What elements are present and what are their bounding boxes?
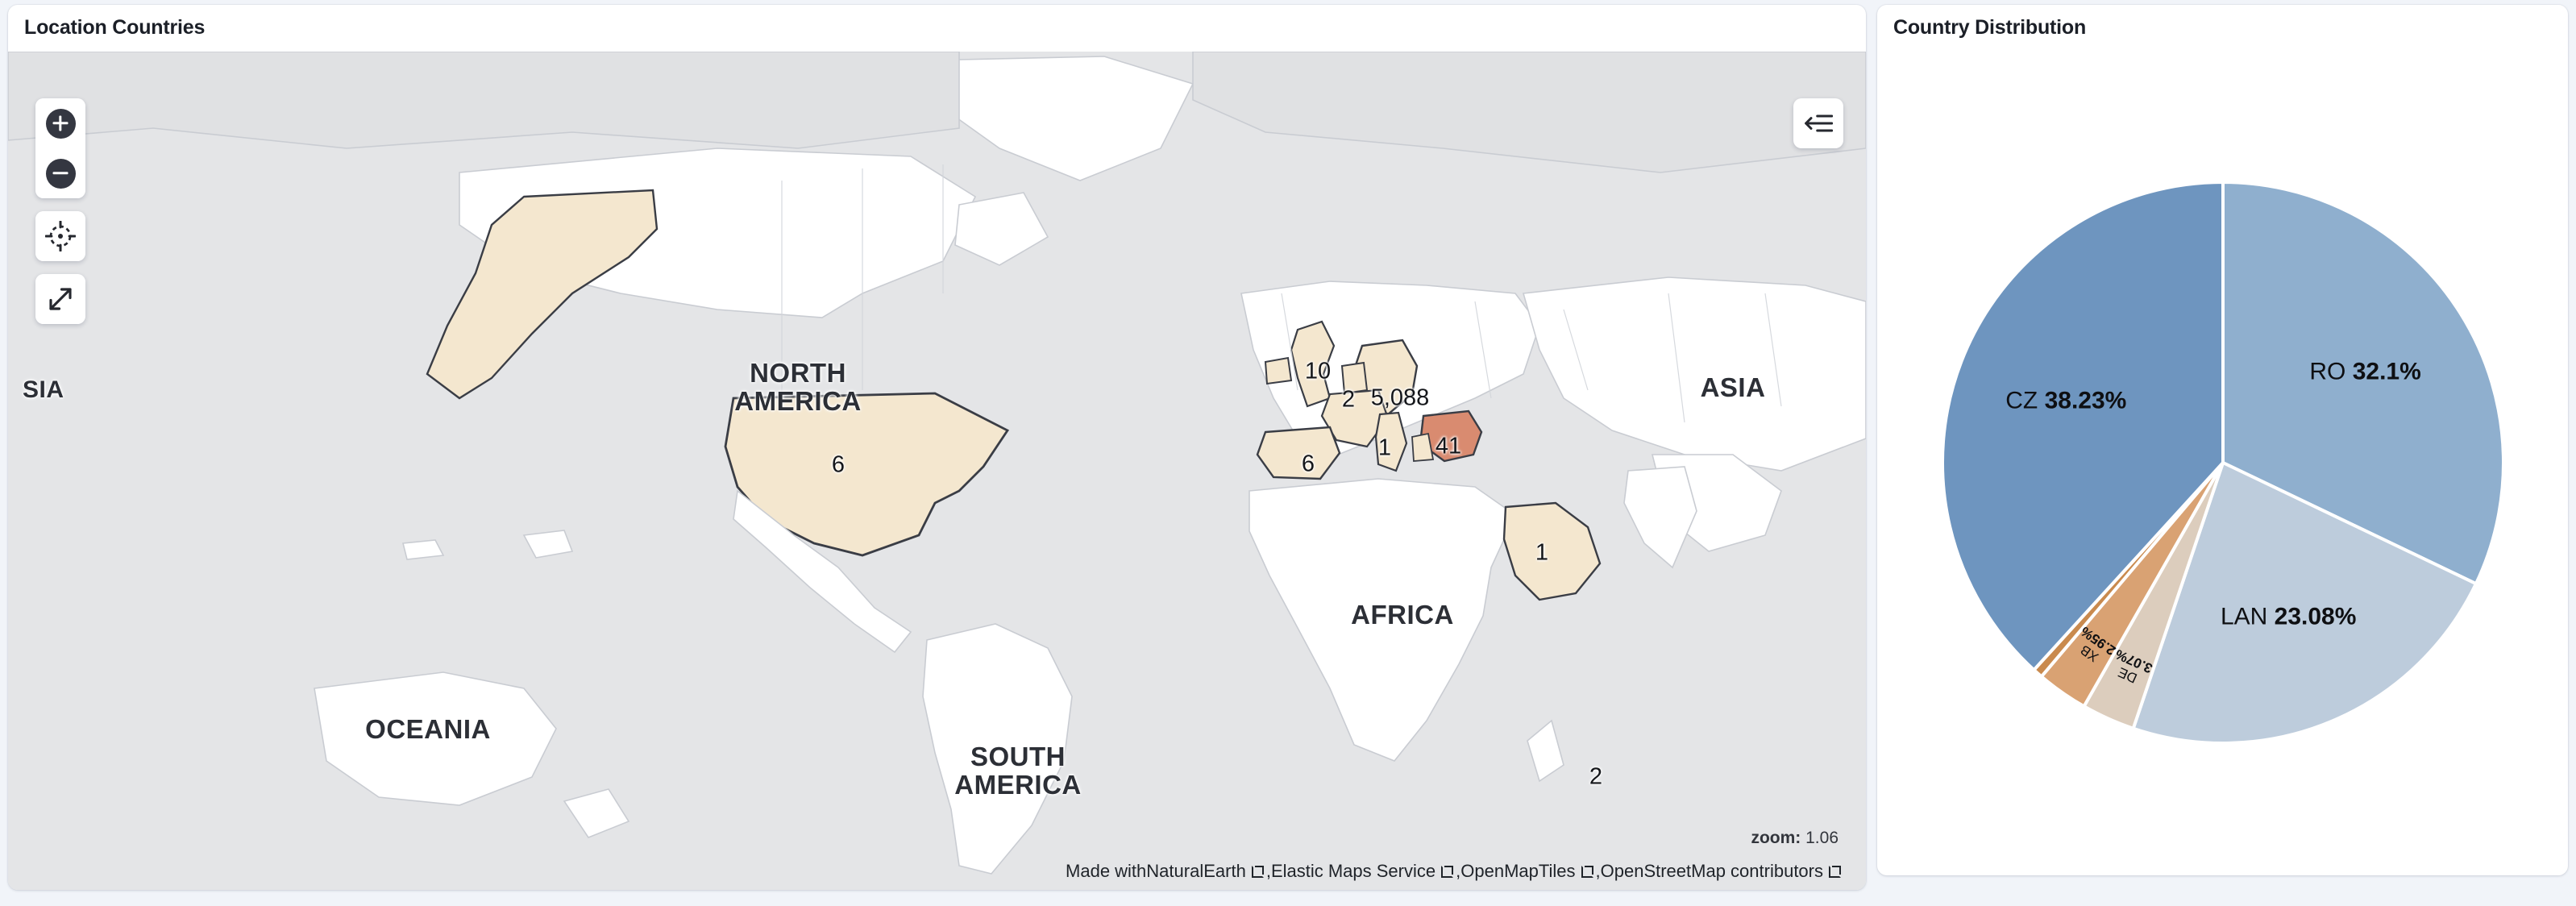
collapse-legend-icon [1805, 114, 1833, 132]
attribution-prefix: Made with [1066, 861, 1147, 881]
zoom-indicator-label: zoom: [1751, 829, 1801, 847]
pie-panel-title: Country Distribution [1893, 16, 2087, 39]
external-link-icon [1581, 865, 1593, 878]
crosshair-icon [45, 221, 76, 251]
attribution-separator: , [1265, 861, 1271, 881]
map-attribution: Made with NaturalEarth, Elastic Maps Ser… [1066, 861, 1843, 882]
attribution-link-naturalearth[interactable]: NaturalEarth [1146, 861, 1246, 881]
country-distribution-pie[interactable]: RO 32.1%LAN 23.08%DE3.07%XB2.95%CZ 38.23… [1933, 172, 2513, 753]
pie-slice-cz[interactable] [1940, 180, 2225, 672]
minus-icon [45, 158, 76, 189]
external-link-icon [1829, 865, 1841, 878]
attribution-link-openstreetmap[interactable]: OpenStreetMap contributors [1600, 861, 1823, 881]
pie-slice-ro[interactable] [2221, 180, 2505, 586]
zoom-control-group [35, 98, 85, 198]
location-countries-panel: Location Countries [8, 5, 1866, 890]
attribution-separator: , [1595, 861, 1601, 881]
attribution-separator: , [1456, 861, 1461, 881]
zoom-out-button[interactable] [35, 148, 85, 198]
pie-label-ro: RO 32.1% [2309, 359, 2420, 385]
pie-chart-area: RO 32.1% LAN 23.08% DE3.07% XB2.95% CZ 38.23… [1877, 50, 2568, 875]
pie-slice-lan[interactable] [2130, 460, 2478, 745]
map-canvas[interactable]: SIA NORTH AMERICA ASIA AFRICA OCEANIA SOU… [8, 52, 1866, 890]
fullscreen-button[interactable] [35, 274, 85, 324]
landmasses [8, 52, 1866, 875]
zoom-indicator-value: 1.06 [1805, 829, 1839, 847]
locate-button[interactable] [35, 211, 85, 261]
external-link-icon [1251, 865, 1264, 878]
attribution-link-elastic-maps-service[interactable]: Elastic Maps Service [1270, 861, 1436, 881]
zoom-in-button[interactable] [35, 98, 85, 148]
expand-arrows-icon [49, 288, 72, 310]
attribution-link-openmaptiles[interactable]: OpenMapTiles [1460, 861, 1576, 881]
pie-label-cz: CZ 38.23% [2005, 387, 2126, 414]
zoom-indicator: zoom: 1.06 [1751, 829, 1839, 848]
map-panel-title: Location Countries [24, 16, 206, 39]
fullscreen-control-group [35, 274, 85, 324]
external-link-icon [1441, 865, 1454, 878]
pie-label-lan: LAN 23.08% [2220, 603, 2355, 630]
plus-icon [45, 108, 76, 139]
country-distribution-panel: Country Distribution RO 32.1% LAN 23.08% D… [1877, 5, 2568, 875]
world-map-svg [8, 52, 1866, 890]
locate-control-group [35, 211, 85, 261]
legend-toggle-button[interactable] [1793, 98, 1843, 148]
map-controls [35, 98, 85, 324]
